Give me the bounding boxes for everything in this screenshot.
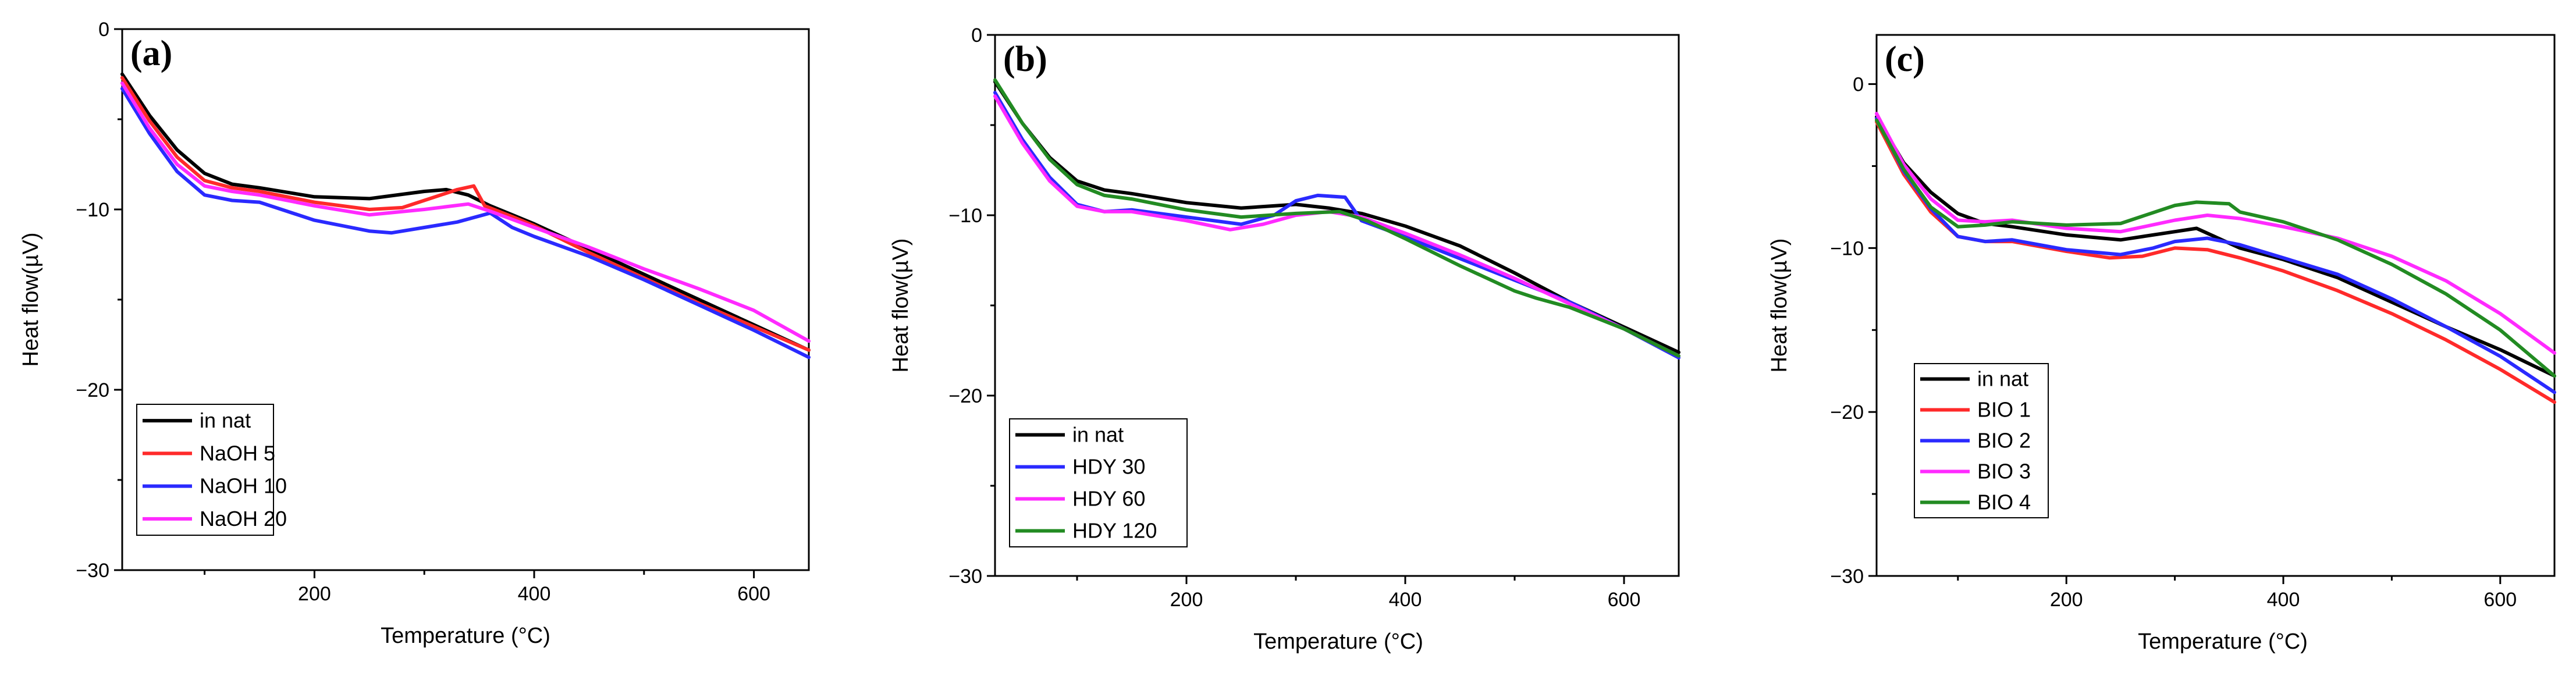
series-line-bio-1 [1875,120,2556,404]
legend-entry: in nat [1072,423,1124,447]
panel-label: (b) [1003,40,1047,79]
chart-panel-b: 200 400 600 0 −10 −20 −30 Temperature (°C) Heat … [889,24,1680,654]
y-tick-label: 0 [971,24,982,47]
x-axis-title: Temperature (°C) [1253,629,1423,654]
chart-panel-a: 200 400 600 0 −10 −20 −30 Temperature (°C) Heat … [19,19,811,648]
series-line-naoh-5 [120,76,811,352]
x-tick-label: 400 [2267,589,2300,611]
legend-entry: HDY 30 [1072,455,1145,479]
legend-entry: NaOH 20 [200,507,287,531]
legend-entry: BIO 1 [1977,398,2031,422]
y-tick-label: 0 [98,19,109,41]
y-tick-label: −20 [948,385,982,407]
legend-entry: in nat [200,408,251,432]
legend-entry: BIO 3 [1977,460,2031,483]
x-tick-label: 200 [298,583,331,605]
y-axis-title: Heat flow(µV) [1767,239,1792,373]
legend-entry: BIO 2 [1977,429,2031,453]
series-line-bio-4 [1875,118,2556,378]
series-line-in-nat [120,72,811,352]
series-line-hdy-120 [993,78,1680,358]
y-tick-label: −10 [76,199,109,221]
series-line-hdy-60 [993,94,1680,358]
y-tick-label: −20 [1830,401,1864,424]
legend-entry: NaOH 10 [200,474,287,498]
legend-box [1009,418,1188,547]
y-tick-label: 0 [1853,74,1864,96]
legend-entry: HDY 60 [1072,487,1145,511]
series-line-naoh-10 [120,87,811,360]
series-line-naoh-20 [120,81,811,343]
x-tick-label: 400 [1389,589,1422,611]
legend-entry: BIO 4 [1977,490,2031,514]
y-tick-label: −30 [76,560,109,582]
series-line-in-nat [993,80,1680,354]
panel-label: (c) [1885,40,1925,79]
plot-frame [1875,34,2556,577]
y-tick-label: −10 [948,205,982,227]
panel-label: (a) [130,34,172,73]
x-axis-title: Temperature (°C) [2138,629,2308,654]
x-tick-label: 600 [1608,589,1641,611]
legend-entry: HDY 120 [1072,519,1157,543]
y-tick-label: −30 [948,565,982,588]
y-tick-label: −20 [76,379,109,401]
series-line-bio-2 [1875,116,2556,394]
y-axis-title: Heat flow(µV) [889,239,913,373]
x-tick-label: 200 [2050,589,2083,611]
series-line-bio-3 [1875,112,2556,355]
x-tick-label: 600 [737,583,770,605]
x-tick-label: 400 [518,583,551,605]
series-line-hdy-30 [993,91,1680,360]
chart-panel-c: 200 400 600 0 −10 −20 −30 Temperature (°C) Heat … [1767,34,2556,654]
y-axis-title: Heat flow(µV) [19,233,43,367]
y-tick-label: −30 [1830,565,1864,588]
y-tick-label: −10 [1830,237,1864,259]
series-line-in-nat [1875,115,2556,378]
legend-box [136,404,274,536]
x-axis-title: Temperature (°C) [381,624,550,648]
legend-entry: NaOH 5 [200,441,275,465]
legend-entry: in nat [1977,367,2028,391]
x-tick-label: 200 [1170,589,1203,611]
x-tick-label: 600 [2483,589,2517,611]
